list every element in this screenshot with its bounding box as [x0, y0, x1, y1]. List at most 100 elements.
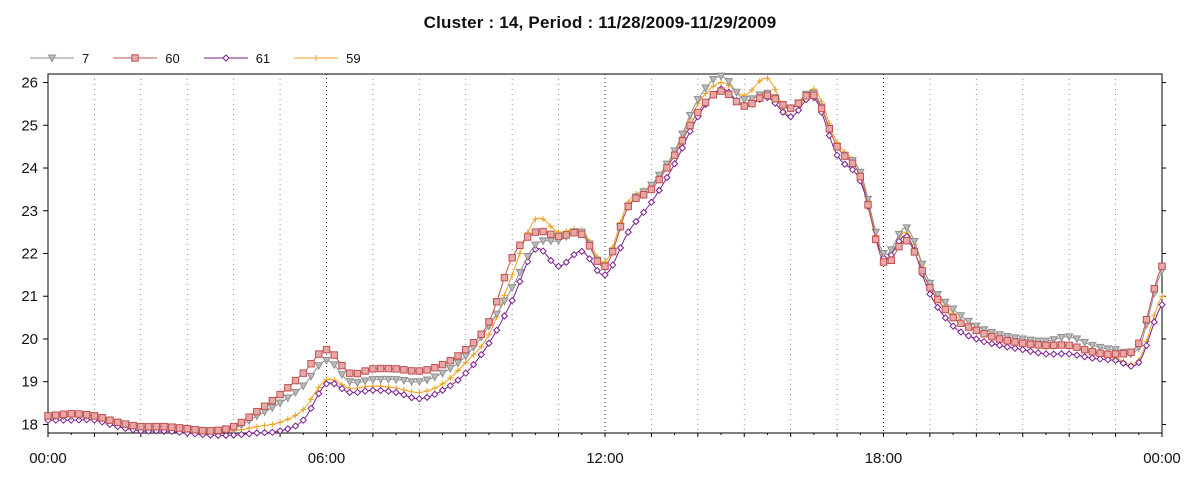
data-point — [392, 365, 400, 373]
data-point — [299, 416, 307, 424]
data-point — [654, 171, 664, 180]
data-point — [1026, 340, 1035, 348]
data-point — [1042, 350, 1050, 358]
data-point — [578, 247, 586, 256]
data-point — [841, 160, 849, 168]
data-point — [454, 352, 462, 360]
data-point — [384, 364, 393, 373]
data-point — [949, 313, 957, 322]
data-point — [879, 258, 888, 266]
x-tick-label: 00:00 — [1143, 450, 1181, 467]
plot-frame — [47, 73, 1163, 434]
data-point — [492, 298, 501, 306]
data-point — [485, 331, 492, 338]
data-point — [245, 413, 253, 421]
data-point — [431, 364, 439, 372]
data-point — [833, 151, 841, 159]
data-point — [578, 230, 586, 238]
data-point — [400, 366, 408, 374]
data-point — [152, 422, 161, 431]
data-point — [554, 262, 563, 271]
data-point — [848, 165, 857, 174]
data-point — [430, 373, 440, 382]
data-point — [701, 84, 710, 93]
x-tick-label: 00:00 — [29, 450, 67, 467]
data-point — [516, 250, 523, 257]
data-point — [168, 423, 176, 431]
data-point — [237, 430, 246, 439]
data-point — [756, 77, 763, 84]
legend-item-7[interactable]: 7 — [28, 51, 97, 66]
data-point — [903, 236, 911, 245]
data-point — [277, 419, 284, 426]
data-point — [663, 173, 671, 182]
data-point — [144, 423, 153, 431]
data-point — [926, 283, 934, 292]
data-point — [106, 416, 114, 424]
legend-item-59[interactable]: 59 — [292, 51, 368, 66]
data-point — [431, 385, 438, 392]
data-point — [315, 384, 322, 391]
data-point — [438, 369, 447, 378]
data-point — [346, 369, 354, 377]
data-point — [1158, 262, 1166, 271]
data-point — [1011, 338, 1019, 346]
data-point — [500, 312, 509, 320]
legend-swatch-60 — [113, 54, 158, 62]
data-point — [462, 369, 470, 377]
data-point — [933, 295, 942, 304]
data-point — [1019, 345, 1027, 354]
data-point — [245, 430, 253, 438]
data-point — [810, 91, 818, 100]
data-point — [485, 318, 493, 326]
data-point — [964, 317, 973, 326]
data-point — [678, 130, 687, 139]
data-point — [1080, 346, 1089, 354]
data-point — [509, 271, 516, 278]
data-point — [655, 186, 663, 195]
data-point — [1096, 349, 1104, 358]
data-point — [361, 387, 369, 395]
data-point — [44, 412, 52, 420]
data-point — [376, 364, 385, 373]
legend-item-60[interactable]: 60 — [111, 51, 187, 66]
data-point — [399, 377, 409, 386]
data-point — [307, 404, 315, 413]
data-point — [1034, 341, 1042, 349]
data-point — [848, 159, 857, 167]
data-point — [632, 194, 640, 202]
data-point — [910, 237, 919, 247]
data-point — [554, 232, 563, 241]
data-point — [979, 326, 989, 335]
data-point — [376, 375, 385, 384]
data-point — [531, 241, 540, 250]
data-point — [360, 377, 370, 386]
data-point — [391, 376, 401, 385]
data-point — [407, 367, 416, 375]
legend-item-61[interactable]: 61 — [202, 51, 278, 66]
data-point — [414, 378, 424, 387]
data-point — [315, 389, 323, 398]
data-point — [539, 247, 547, 255]
data-point — [191, 425, 199, 434]
data-point — [864, 201, 872, 209]
data-point — [415, 367, 424, 375]
data-point — [539, 227, 547, 236]
data-point — [710, 83, 717, 90]
data-point — [647, 181, 656, 190]
data-point — [329, 361, 339, 370]
data-point — [516, 277, 524, 286]
data-point — [222, 425, 230, 433]
data-point — [446, 381, 454, 390]
data-point — [462, 345, 470, 354]
data-point — [624, 202, 632, 211]
data-point — [300, 406, 307, 413]
data-point — [237, 418, 246, 427]
data-point — [1057, 341, 1066, 349]
data-point — [995, 341, 1004, 350]
data-point — [918, 267, 926, 275]
data-point — [856, 172, 864, 181]
data-point — [701, 98, 710, 107]
legend-label-60: 60 — [165, 50, 180, 66]
